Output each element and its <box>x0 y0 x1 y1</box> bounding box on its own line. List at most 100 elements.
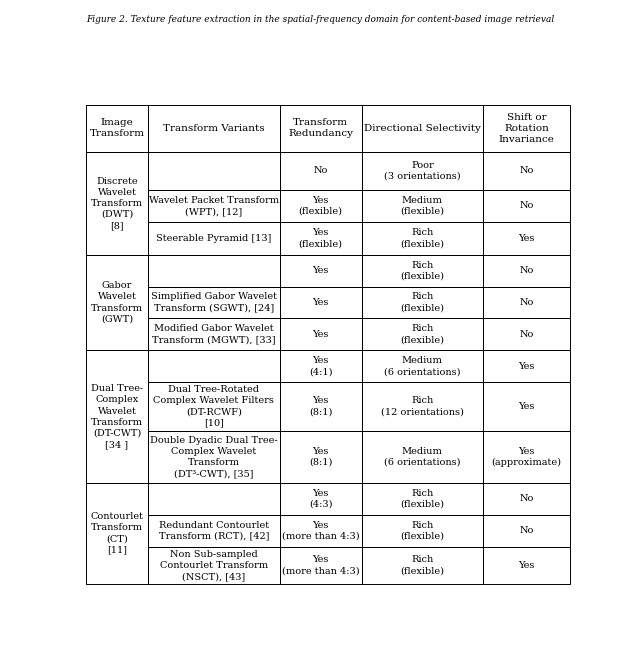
Bar <box>483 190 570 222</box>
Text: Transform Variants: Transform Variants <box>163 124 264 133</box>
Bar <box>483 104 570 152</box>
Bar <box>280 382 362 431</box>
Text: Rich
(flexible): Rich (flexible) <box>401 521 444 541</box>
Text: Wavelet Packet Transform
(WPT), [12]: Wavelet Packet Transform (WPT), [12] <box>148 196 279 216</box>
Text: Rich
(flexible): Rich (flexible) <box>401 325 444 344</box>
Bar <box>362 547 483 584</box>
Bar <box>362 287 483 319</box>
Text: No: No <box>314 166 328 175</box>
Text: Dual Tree-Rotated
Complex Wavelet Filters
(DT-RCWF)
[10]: Dual Tree-Rotated Complex Wavelet Filter… <box>154 385 275 428</box>
Text: Yes
(flexible): Yes (flexible) <box>298 196 342 216</box>
Bar <box>362 515 483 547</box>
Text: Rich
(flexible): Rich (flexible) <box>401 292 444 313</box>
Text: Redundant Contourlet
Transform (RCT), [42]: Redundant Contourlet Transform (RCT), [4… <box>159 521 269 541</box>
Bar <box>280 190 362 222</box>
Text: Yes: Yes <box>312 266 329 275</box>
Text: Dual Tree-
Complex
Wavelet
Transform
(DT-CWT)
[34 ]: Dual Tree- Complex Wavelet Transform (DT… <box>91 384 143 449</box>
Bar <box>362 190 483 222</box>
Text: Yes: Yes <box>518 362 535 371</box>
Bar <box>362 350 483 382</box>
Text: Gabor
Wavelet
Transform
(GWT): Gabor Wavelet Transform (GWT) <box>91 282 143 324</box>
Text: No: No <box>520 526 534 535</box>
Text: Yes: Yes <box>312 298 329 307</box>
Bar <box>362 319 483 350</box>
Text: No: No <box>520 330 534 339</box>
Bar <box>280 483 362 515</box>
Text: Yes
(approximate): Yes (approximate) <box>492 447 562 467</box>
Text: No: No <box>520 166 534 175</box>
Text: Yes
(4:3): Yes (4:3) <box>309 488 332 509</box>
Bar <box>280 152 362 190</box>
Bar <box>148 222 280 254</box>
Text: Yes: Yes <box>312 330 329 339</box>
Text: No: No <box>520 298 534 307</box>
Text: Yes
(flexible): Yes (flexible) <box>298 228 342 249</box>
Bar <box>148 319 280 350</box>
Bar <box>86 152 148 254</box>
Text: Rich
(flexible): Rich (flexible) <box>401 555 444 576</box>
Text: No: No <box>520 494 534 503</box>
Bar <box>148 190 280 222</box>
Bar <box>280 431 362 483</box>
Bar <box>483 382 570 431</box>
Text: Yes
(4:1): Yes (4:1) <box>309 356 332 376</box>
Text: Yes: Yes <box>518 402 535 411</box>
Bar <box>483 254 570 287</box>
Text: No: No <box>520 202 534 210</box>
Bar <box>148 515 280 547</box>
Bar <box>483 152 570 190</box>
Bar <box>280 547 362 584</box>
Bar <box>483 222 570 254</box>
Text: Medium
(flexible): Medium (flexible) <box>401 196 444 216</box>
Bar <box>483 350 570 382</box>
Text: Rich
(12 orientations): Rich (12 orientations) <box>381 397 464 416</box>
Bar <box>280 254 362 287</box>
Text: Contourlet
Transform
(CT)
[11]: Contourlet Transform (CT) [11] <box>90 512 143 555</box>
Bar <box>86 104 148 152</box>
Text: Rich
(flexible): Rich (flexible) <box>401 488 444 509</box>
Text: Rich
(flexible): Rich (flexible) <box>401 228 444 249</box>
Text: Double Dyadic Dual Tree-
Complex Wavelet
Transform
(DT³-CWT), [35]: Double Dyadic Dual Tree- Complex Wavelet… <box>150 436 278 478</box>
Bar <box>148 104 280 152</box>
Text: Non Sub-sampled
Contourlet Transform
(NSCT), [43]: Non Sub-sampled Contourlet Transform (NS… <box>160 550 268 581</box>
Bar <box>483 515 570 547</box>
Text: Discrete
Wavelet
Transform
(DWT)
[8]: Discrete Wavelet Transform (DWT) [8] <box>91 176 143 230</box>
Text: Medium
(6 orientations): Medium (6 orientations) <box>384 447 461 467</box>
Text: Steerable Pyramid [13]: Steerable Pyramid [13] <box>156 234 271 243</box>
Bar <box>148 287 280 319</box>
Text: Medium
(6 orientations): Medium (6 orientations) <box>384 356 461 376</box>
Bar <box>86 254 148 350</box>
Text: Poor
(3 orientations): Poor (3 orientations) <box>384 161 461 180</box>
Text: Yes
(8:1): Yes (8:1) <box>309 447 332 467</box>
Bar <box>362 254 483 287</box>
Bar <box>280 350 362 382</box>
Bar <box>148 483 280 515</box>
Bar <box>280 319 362 350</box>
Bar <box>362 483 483 515</box>
Bar <box>280 104 362 152</box>
Text: Figure 2. Texture feature extraction in the spatial-frequency domain for content: Figure 2. Texture feature extraction in … <box>86 15 554 24</box>
Bar <box>280 287 362 319</box>
Text: Simplified Gabor Wavelet
Transform (SGWT), [24]: Simplified Gabor Wavelet Transform (SGWT… <box>151 292 277 313</box>
Bar <box>280 515 362 547</box>
Text: Yes
(8:1): Yes (8:1) <box>309 397 332 416</box>
Bar <box>483 287 570 319</box>
Bar <box>362 431 483 483</box>
Bar <box>280 222 362 254</box>
Bar <box>148 547 280 584</box>
Text: Rich
(flexible): Rich (flexible) <box>401 260 444 281</box>
Bar <box>483 431 570 483</box>
Text: Directional Selectivity: Directional Selectivity <box>364 124 481 133</box>
Text: No: No <box>520 266 534 275</box>
Bar <box>362 104 483 152</box>
Bar <box>148 350 280 382</box>
Text: Yes: Yes <box>518 561 535 570</box>
Text: Transform
Redundancy: Transform Redundancy <box>288 118 353 138</box>
Bar <box>362 382 483 431</box>
Bar <box>86 483 148 584</box>
Text: Yes: Yes <box>518 234 535 243</box>
Text: Modified Gabor Wavelet
Transform (MGWT), [33]: Modified Gabor Wavelet Transform (MGWT),… <box>152 325 276 344</box>
Bar <box>483 547 570 584</box>
Bar <box>362 222 483 254</box>
Bar <box>483 319 570 350</box>
